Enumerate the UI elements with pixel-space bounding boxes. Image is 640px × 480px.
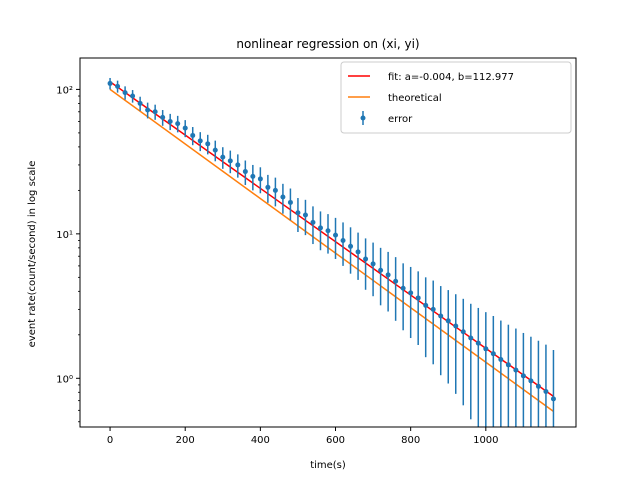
y-axis-label: event rate(count/second) in log scale [27,161,38,348]
data-point [265,184,271,190]
data-point [250,173,256,179]
data-point [543,389,549,395]
x-tick-label: 200 [176,435,195,446]
data-point [348,243,354,249]
data-point [535,383,541,389]
chart-title: nonlinear regression on (xi, yi) [236,37,419,51]
data-point [445,318,451,324]
y-tick-label: 10¹ [56,230,73,241]
data-point [340,237,346,243]
legend-box [340,61,572,134]
axes-frame [79,57,577,428]
data-point [190,132,196,138]
data-point [370,261,376,267]
data-point [122,90,128,96]
data-point [490,351,496,357]
data-point [400,285,406,291]
data-point [453,323,459,329]
data-point [145,107,151,113]
x-axis: 0 200 400 600 800 1000 [107,427,499,446]
data-point [287,199,293,205]
data-point [115,83,121,89]
data-point [483,346,489,352]
data-point [280,194,286,200]
data-point [175,121,181,127]
data-point [438,313,444,319]
data-point [355,249,361,255]
x-tick-label: 600 [326,435,345,446]
legend-error-swatch-marker [360,115,366,121]
data-point [235,162,241,168]
x-tick-label: 800 [401,435,420,446]
data-point [182,125,188,131]
data-point [333,232,339,238]
data-point [468,335,474,341]
legend: fit: a=-0.004, b=112.977 theoretical err… [340,61,572,134]
x-tick-label: 0 [107,435,113,446]
error-points [107,77,556,427]
data-point [130,93,136,99]
y-axis: 10⁰ 10¹ 10² [56,85,80,423]
data-point [272,187,278,193]
data-point [475,340,481,346]
data-point [197,138,203,144]
x-tick-label: 400 [251,435,270,446]
data-point [513,367,519,373]
data-point [310,219,316,225]
data-point [378,267,384,273]
data-point [242,169,248,175]
legend-fit-label: fit: a=-0.004, b=112.977 [388,72,514,83]
data-point [498,356,504,362]
data-point [415,295,421,301]
plot-area [79,57,577,428]
theoretical-line [109,88,554,412]
data-point [385,272,391,278]
data-point [295,210,301,216]
x-tick-label: 1000 [473,435,498,446]
x-axis-label: time(s) [310,460,346,471]
data-point [137,100,143,106]
data-point [528,378,534,384]
data-point [363,256,369,262]
data-point [205,141,211,147]
data-point [220,154,226,160]
data-point [212,147,218,153]
y-tick-label: 10² [56,85,73,96]
data-point [317,225,323,231]
data-point [227,158,233,164]
data-point [325,228,331,234]
data-point [460,329,466,335]
data-point [550,396,556,402]
data-point [160,114,166,120]
data-point [423,302,429,308]
data-point [257,176,263,182]
legend-error-label: error [388,114,413,125]
data-point [520,373,526,379]
data-point [408,290,414,296]
data-point [302,212,308,218]
data-point [167,118,173,124]
legend-theoretical-label: theoretical [388,93,442,104]
data-point [393,278,399,284]
data-point [430,306,436,312]
data-point [107,80,113,86]
data-point [505,362,511,368]
data-point [152,109,158,115]
y-tick-label: 10⁰ [56,374,73,385]
